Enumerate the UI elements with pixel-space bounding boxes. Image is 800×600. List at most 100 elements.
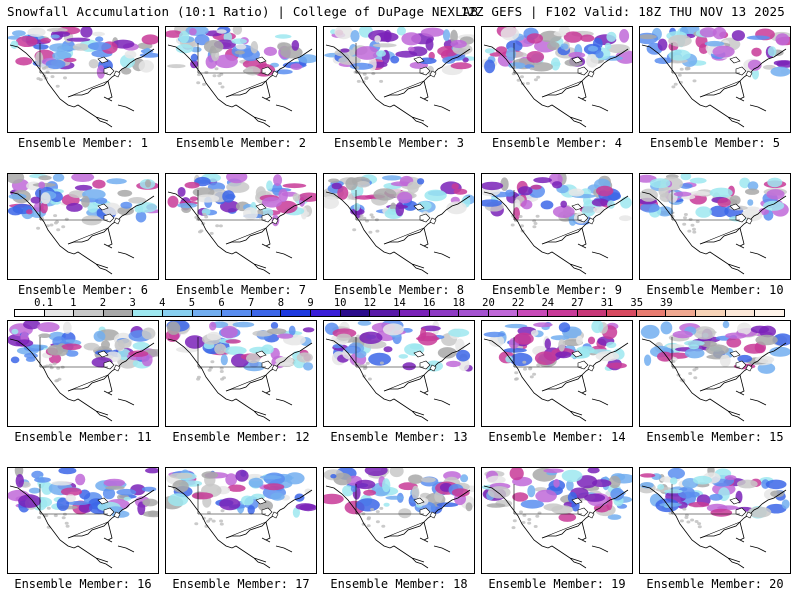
ensemble-member-map: [165, 467, 317, 574]
snowfall-blob: [668, 34, 692, 47]
ensemble-member-map: [323, 320, 475, 427]
snowfall-blob: [220, 85, 225, 89]
ensemble-member-map: [323, 467, 475, 574]
map-svg: [324, 468, 474, 573]
great-lakes: [571, 497, 595, 519]
member-label: Ensemble Member: 11: [14, 430, 152, 444]
coastline: [9, 191, 155, 275]
snowfall-blob: [243, 207, 258, 221]
snowfall-blob: [451, 183, 459, 190]
snowfall-blob: [355, 479, 376, 490]
snowfall-blob: [263, 46, 277, 56]
snowfall-blob: [211, 519, 216, 523]
map-svg: [482, 27, 632, 132]
snowfall-blob: [49, 223, 54, 227]
snowfall-blob: [370, 508, 375, 511]
snowfall-blob: [644, 354, 652, 366]
snowfall-blob: [576, 335, 583, 345]
snowfall-blob: [248, 477, 264, 488]
member-label: Ensemble Member: 12: [172, 430, 310, 444]
snowfall-blob: [383, 346, 393, 353]
snowfall-blob: [596, 185, 614, 197]
member-label: Ensemble Member: 1: [17, 136, 149, 150]
snowfall-blob: [8, 193, 27, 200]
snowfall-blob: [194, 34, 210, 46]
snowfall-blob: [709, 493, 723, 501]
snowfall-blob: [49, 366, 54, 370]
colorbar: [14, 309, 785, 317]
snowfall-blob: [693, 326, 716, 340]
snowfall-blob: [724, 475, 737, 481]
snowfall-blob: [277, 333, 294, 339]
colorbar-tick-label: 35: [630, 297, 644, 309]
coastline: [9, 44, 155, 128]
snowfall-blob: [535, 514, 540, 518]
snowfall-blob: [217, 74, 222, 78]
snowfall-blob: [558, 339, 566, 352]
ensemble-member-map: [481, 173, 633, 280]
snowfall-blob: [530, 184, 542, 190]
map-svg: [324, 321, 474, 426]
political-borders: [39, 484, 109, 539]
snowfall-blob: [640, 324, 660, 339]
snowfall-shading: [166, 469, 316, 528]
snowfall-blob: [526, 51, 545, 63]
great-lakes: [571, 56, 595, 78]
snowfall-blob: [775, 33, 790, 46]
snowfall-blob: [199, 229, 204, 233]
snowfall-blob: [214, 67, 219, 71]
snowfall-blob: [142, 498, 158, 507]
snowfall-blob: [396, 27, 406, 36]
snowfall-blob: [368, 30, 391, 42]
snowfall-blob: [379, 79, 384, 83]
colorbar-segment: [577, 310, 608, 316]
snowfall-blob: [482, 199, 502, 207]
colorbar-segment: [488, 310, 519, 316]
snowfall-blob: [141, 353, 153, 367]
snowfall-blob: [46, 27, 68, 33]
political-borders: [671, 190, 741, 245]
coastline: [483, 44, 629, 128]
snowfall-blob: [743, 343, 765, 354]
snowfall-blob: [12, 30, 26, 37]
coastline: [9, 338, 155, 422]
colorbar-tick-label: 0.1: [34, 297, 54, 309]
snowfall-blob: [482, 181, 504, 191]
snowfall-blob: [52, 174, 65, 182]
great-lakes: [97, 497, 121, 519]
snowfall-blob: [75, 473, 86, 486]
snowfall-blob: [83, 342, 100, 351]
snowfall-blob: [141, 327, 156, 340]
snowfall-blob: [117, 206, 134, 216]
snowfall-shading: [324, 468, 474, 528]
snowfall-blob: [500, 177, 509, 191]
snowfall-blob: [201, 471, 219, 479]
colorbar-tick-label: 27: [571, 297, 584, 309]
snowfall-blob: [40, 202, 48, 214]
snowfall-blob: [522, 513, 527, 517]
snowfall-blob: [137, 501, 146, 516]
snowfall-blob: [223, 32, 233, 42]
snowfall-blob: [290, 63, 303, 70]
snowfall-blob: [610, 487, 625, 501]
snowfall-blob: [672, 330, 693, 339]
member-label: Ensemble Member: 19: [488, 577, 626, 591]
snowfall-blob: [294, 493, 305, 502]
snowfall-blob: [526, 33, 543, 44]
snowfall-blob: [364, 468, 388, 476]
snowfall-blob: [177, 187, 186, 197]
map-svg: [166, 27, 316, 132]
snowfall-blob: [275, 69, 293, 75]
snowfall-blob: [302, 327, 315, 333]
coastline: [641, 485, 787, 569]
snowfall-blob: [18, 494, 41, 508]
snowfall-blob: [336, 333, 352, 341]
snowfall-blob: [194, 522, 199, 526]
snowfall-blob: [677, 73, 682, 77]
colorbar-tick-label: 20: [482, 297, 495, 309]
snowfall-blob: [673, 191, 692, 197]
snowfall-blob: [61, 343, 82, 351]
snowfall-blob: [65, 501, 90, 506]
snowfall-blob: [683, 216, 687, 220]
snowfall-blob: [206, 519, 211, 523]
